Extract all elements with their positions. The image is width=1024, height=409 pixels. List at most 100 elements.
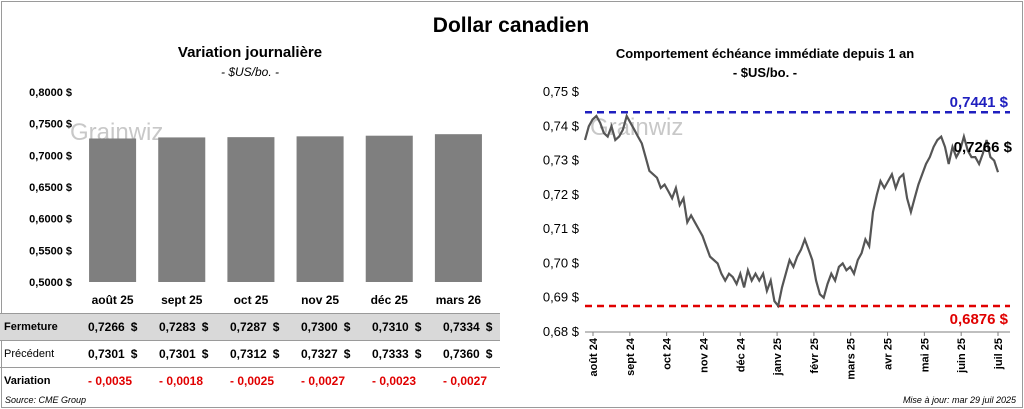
price-series-line — [583, 113, 1000, 309]
table-cell: 0,7333 $ — [358, 340, 429, 368]
cell-value: - 0,0027 — [443, 374, 488, 388]
bar — [158, 137, 206, 282]
table-cell: 0,7334 $ — [429, 313, 500, 341]
cell-unit: $ — [414, 347, 422, 361]
line-x-tick-label: mars 25 — [846, 338, 858, 380]
row-label: Variation — [4, 375, 51, 387]
row-label: Précédent — [0, 340, 74, 368]
line-y-tick-label: 0,71 $ — [543, 221, 580, 236]
cell-value: 0,7300 — [301, 320, 338, 334]
cell-value: 0,7312 — [230, 347, 267, 361]
bar-y-tick-label: 0,5500 $ — [29, 245, 72, 257]
bar — [227, 137, 275, 282]
cell-value: 0,7301 — [159, 347, 196, 361]
row-label: Fermeture — [0, 313, 74, 341]
table-cell: 0,7301 $ — [145, 340, 216, 368]
cell-unit: $ — [485, 347, 493, 361]
table-cell: 0,7301 $ — [74, 340, 145, 368]
bar-y-tick-label: 0,5000 $ — [29, 277, 72, 289]
line-x-tick-label: nov 24 — [698, 337, 710, 373]
table-cell: - 0,0023 — [358, 368, 429, 395]
line-y-tick-label: 0,72 $ — [543, 187, 580, 202]
line-x-tick-label: oct 24 — [662, 337, 674, 370]
quote-table: Fermeture 0,7266 $0,7283 $ 0,7287 $0,7300 $0,7… — [0, 313, 500, 394]
cell-value: - 0,0018 — [159, 374, 204, 388]
bar-y-tick-label: 0,6000 $ — [29, 214, 72, 226]
table-row: Fermeture 0,7266 $0,7283 $ 0,7287 $0,7300 $0,7… — [0, 313, 500, 341]
table-row: Variation - 0,0035 - 0,0018 - 0,0025 - 0,002… — [0, 368, 500, 395]
line-chart: Grainwiz 0,75 $ 0,74 $ 0,73 $ 0,72 $ 0,71 $ 0,… — [543, 84, 1013, 380]
cell-unit: $ — [130, 347, 138, 361]
cell-unit: $ — [272, 320, 280, 334]
cell-value: 0,7266 — [88, 320, 125, 334]
cell-value: - 0,0025 — [230, 374, 275, 388]
cell-value: - 0,0027 — [301, 374, 346, 388]
table-cell: 0,7283 $ — [145, 313, 216, 341]
low-label: 0,6876 $ — [950, 311, 1009, 328]
cell-value: 0,7334 — [443, 320, 480, 334]
high-label: 0,7441 $ — [950, 94, 1009, 111]
table-cell: - 0,0027 — [429, 368, 500, 395]
table-cell: 0,7312 $ — [216, 340, 287, 368]
line-y-tick-label: 0,70 $ — [543, 255, 580, 270]
line-chart-title: Comportement échéance immédiate depuis 1… — [615, 46, 915, 61]
bar-category-label: mars 26 — [436, 293, 482, 307]
bar-category-label: déc 25 — [371, 293, 409, 307]
bar-category-label: oct 25 — [234, 293, 269, 307]
table-cell: - 0,0018 — [145, 368, 216, 395]
updated-note: Mise à jour: mar 29 juil 2025 — [902, 395, 1016, 405]
table-cell: - 0,0025 — [216, 368, 287, 395]
line-y-tick-label: 0,75 $ — [543, 84, 580, 99]
cell-unit: $ — [343, 347, 351, 361]
source-note: Source: CME Group — [5, 395, 87, 405]
table-cell: 0,7300 $ — [287, 313, 358, 341]
watermark-logo: Grainwiz — [590, 114, 683, 141]
last-value-label: 0,7266 $ — [954, 139, 1013, 156]
bar-y-tick-label: 0,6500 $ — [29, 182, 72, 194]
bar — [434, 134, 482, 282]
table-cell: 0,7310 $ — [358, 313, 429, 341]
cell-unit: $ — [485, 320, 493, 334]
table-cell: 0,7266 $ — [74, 313, 145, 341]
cell-value: 0,7327 — [301, 347, 338, 361]
table-row: Précédent 0,7301 $0,7301 $0,7312 $0,7327 $0,7… — [0, 340, 500, 368]
line-y-tick-label: 0,69 $ — [543, 290, 580, 305]
bar-category-label: nov 25 — [301, 293, 339, 307]
cell-value: - 0,0035 — [88, 374, 133, 388]
line-x-tick-label: avr 25 — [883, 338, 895, 370]
cell-unit: $ — [130, 320, 138, 334]
bar-category-label: août 25 — [92, 293, 134, 307]
cell-unit: $ — [201, 320, 209, 334]
cell-value: 0,7301 — [88, 347, 125, 361]
table-cell: - 0,0027 — [287, 368, 358, 395]
bar-y-tick-label: 0,7500 $ — [29, 119, 72, 131]
table-cell: 0,7287 $ — [216, 313, 287, 341]
bar — [365, 135, 413, 282]
cell-unit: $ — [343, 320, 351, 334]
cell-value: 0,7287 — [230, 320, 267, 334]
bar-chart-subtitle: - $US/bo. - — [220, 65, 280, 79]
line-x-tick-label: août 24 — [588, 337, 600, 376]
cell-unit: $ — [414, 320, 422, 334]
table-cell: 0,7360 $ — [429, 340, 500, 368]
table-cell: - 0,0035 — [74, 368, 145, 395]
bar-y-tick-label: 0,7000 $ — [29, 150, 72, 162]
bar — [296, 136, 344, 282]
cell-value: - 0,0023 — [372, 374, 417, 388]
line-x-tick-label: juin 25 — [956, 338, 968, 374]
line-chart-subtitle: - $US/bo. - — [732, 65, 798, 80]
cell-value: 0,7360 — [443, 347, 480, 361]
line-x-tick-label: sept 24 — [625, 337, 637, 376]
table-cell: 0,7327 $ — [287, 340, 358, 368]
bar-y-tick-label: 0,8000 $ — [29, 87, 72, 99]
bar — [89, 138, 137, 282]
line-y-tick-label: 0,73 $ — [543, 153, 580, 168]
line-x-tick-label: févr 25 — [809, 338, 821, 373]
line-x-tick-label: janv 25 — [772, 338, 784, 376]
bar-category-label: sept 25 — [161, 293, 203, 307]
line-x-tick-label: mai 25 — [919, 338, 931, 372]
line-y-tick-label: 0,74 $ — [543, 118, 580, 133]
line-x-tick-label: juil 25 — [993, 338, 1005, 370]
page-title: Dollar canadien — [432, 14, 590, 37]
